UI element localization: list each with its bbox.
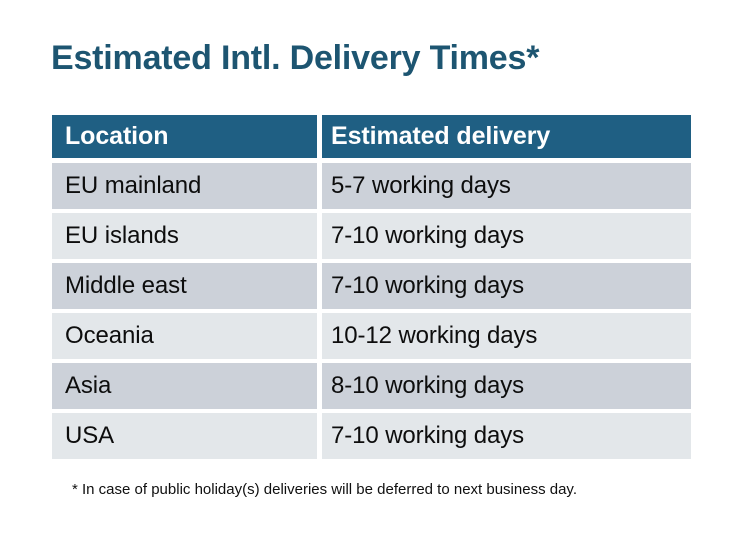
cell-estimated-delivery: 8-10 working days	[322, 363, 691, 409]
table-row: Middle east 7-10 working days	[52, 263, 691, 309]
table-row: EU islands 7-10 working days	[52, 213, 691, 259]
delivery-times-table: Location Estimated delivery EU mainland …	[52, 115, 691, 459]
cell-location: Oceania	[52, 313, 317, 359]
table-row: EU mainland 5-7 working days	[52, 163, 691, 209]
cell-estimated-delivery: 5-7 working days	[322, 163, 691, 209]
column-header-estimated-delivery: Estimated delivery	[322, 115, 691, 158]
cell-estimated-delivery: 10-12 working days	[322, 313, 691, 359]
cell-location: USA	[52, 413, 317, 459]
cell-estimated-delivery: 7-10 working days	[322, 263, 691, 309]
column-header-location: Location	[52, 115, 317, 158]
table-row: USA 7-10 working days	[52, 413, 691, 459]
cell-location: Asia	[52, 363, 317, 409]
cell-location: EU islands	[52, 213, 317, 259]
table-row: Asia 8-10 working days	[52, 363, 691, 409]
page-title: Estimated Intl. Delivery Times*	[51, 39, 540, 77]
cell-estimated-delivery: 7-10 working days	[322, 213, 691, 259]
cell-estimated-delivery: 7-10 working days	[322, 413, 691, 459]
cell-location: EU mainland	[52, 163, 317, 209]
table-row: Oceania 10-12 working days	[52, 313, 691, 359]
footnote-text: * In case of public holiday(s) deliverie…	[72, 481, 577, 498]
cell-location: Middle east	[52, 263, 317, 309]
table-header-row: Location Estimated delivery	[52, 115, 691, 158]
